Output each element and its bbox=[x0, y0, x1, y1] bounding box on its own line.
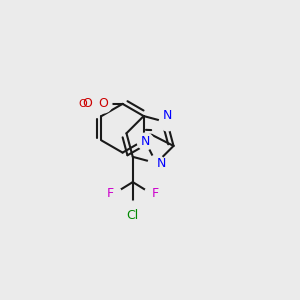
Text: N: N bbox=[141, 135, 150, 148]
Text: N: N bbox=[163, 110, 172, 122]
Text: O: O bbox=[82, 98, 92, 110]
Text: O: O bbox=[78, 99, 87, 109]
Text: N: N bbox=[156, 157, 166, 169]
Text: F: F bbox=[106, 188, 113, 200]
Text: Cl: Cl bbox=[127, 209, 139, 222]
Text: O: O bbox=[98, 98, 108, 110]
Text: F: F bbox=[152, 188, 159, 200]
